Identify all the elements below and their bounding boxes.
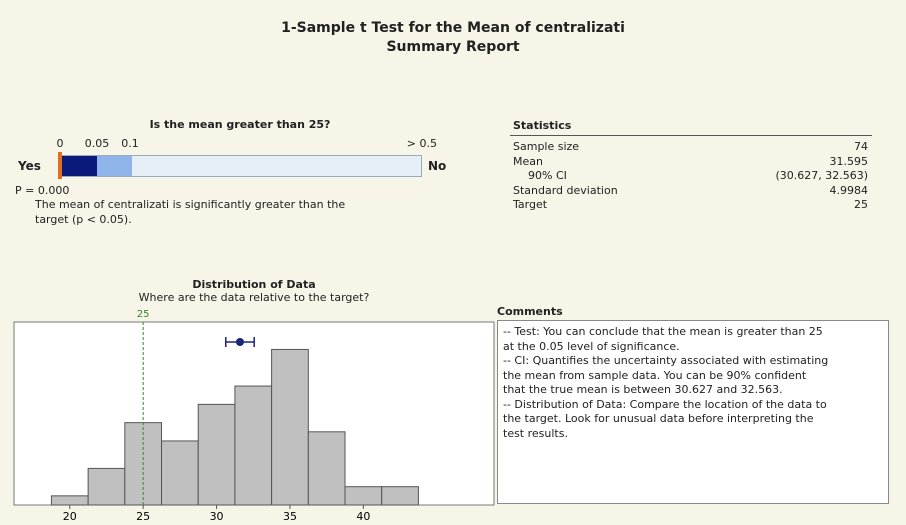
target-label: 25 [137, 309, 150, 320]
no-label: No [428, 159, 447, 173]
comments-box: -- Test: You can conclude that the mean … [497, 320, 889, 504]
stat-label: Sample size [513, 140, 580, 153]
stat-label: 90% CI [528, 169, 567, 182]
stat-value: 31.595 [829, 154, 869, 168]
histogram: 20 25 30 35 40 25 [13, 309, 495, 523]
x-tick-label: 35 [283, 510, 297, 523]
bar [50, 495, 89, 506]
report-title: 1-Sample t Test for the Mean of centrali… [281, 20, 625, 36]
bar [271, 348, 309, 506]
yes-label: Yes [18, 159, 41, 173]
x-tick-label: 30 [210, 510, 224, 523]
pvalue-band-strong [61, 156, 97, 176]
stat-label: Mean [513, 154, 543, 168]
x-tick-label: 25 [136, 510, 150, 523]
pvalue-band-weak [97, 156, 132, 176]
stat-label: Standard deviation [513, 183, 618, 197]
p-label: P = 0.000 [15, 184, 70, 197]
comment-line: -- CI: Quantifies the uncertainty associ… [503, 354, 829, 367]
bar [197, 403, 236, 506]
bar [344, 486, 383, 506]
report-subtitle: Summary Report [386, 39, 520, 55]
conclusion: The mean of centralizati is significantl… [35, 198, 346, 226]
mean-marker [235, 338, 244, 346]
hist-subtitle: Where are the data relative to the targe… [138, 291, 370, 304]
comment-line: test results. [503, 426, 568, 440]
bar [234, 385, 273, 506]
comment-line: -- Distribution of Data: Compare the loc… [503, 397, 827, 411]
comment-line: that the true mean is between 30.627 and… [503, 383, 783, 396]
comments-header: Comments [497, 305, 563, 318]
comment-line: the target. Look for unusual data before… [503, 412, 814, 425]
bar [307, 431, 346, 506]
stat-label: Target [513, 198, 548, 211]
question: Is the mean greater than 25? [149, 118, 331, 131]
scale-label: 0.1 [121, 137, 139, 150]
statistics-rule [510, 135, 872, 136]
x-tick-label: 20 [63, 510, 77, 523]
scale-label: 0.05 [84, 137, 110, 150]
scale-label: > 0.5 [406, 137, 437, 150]
statistics-header: Statistics [513, 119, 572, 132]
stat-value: 4.9984 [829, 183, 869, 197]
bar [87, 467, 126, 506]
comment-line: at the 0.05 level of significance. [503, 339, 680, 353]
hist-title: Distribution of Data [192, 278, 316, 291]
stat-value: 74 [854, 140, 868, 153]
stat-value: 25 [854, 198, 868, 211]
stat-value: (30.627, 32.563) [775, 169, 868, 182]
scale-label: 0 [56, 137, 64, 150]
bar [161, 440, 199, 506]
bar [381, 486, 419, 506]
comment-line: the mean from sample data. You can be 90… [503, 368, 807, 382]
x-tick-label: 40 [356, 510, 370, 523]
pvalue-marker [58, 152, 62, 179]
comment-line: -- Test: You can conclude that the mean … [503, 325, 823, 338]
